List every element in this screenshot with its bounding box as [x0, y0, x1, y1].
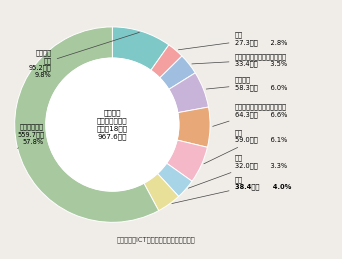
Circle shape: [46, 58, 179, 191]
Wedge shape: [151, 45, 182, 78]
Wedge shape: [169, 73, 209, 113]
Text: 全産業の
名目国内生産額
（平成18年）
967.6兆円: 全産業の 名目国内生産額 （平成18年） 967.6兆円: [97, 109, 128, 140]
Text: 輸送機械
58.3兆円      6.0%: 輸送機械 58.3兆円 6.0%: [206, 76, 287, 91]
Text: 情報通信
産業
95.2兆円
9.8%: 情報通信 産業 95.2兆円 9.8%: [29, 32, 139, 78]
Wedge shape: [157, 163, 192, 196]
Text: その他の産業
559.7兆円
57.8%: その他の産業 559.7兆円 57.8%: [17, 124, 44, 148]
Text: 小売
32.0兆円      3.3%: 小売 32.0兆円 3.3%: [188, 155, 287, 188]
Wedge shape: [177, 107, 210, 147]
Text: （出典）「ICTの経済分析に関する調査」: （出典）「ICTの経済分析に関する調査」: [117, 237, 196, 243]
Wedge shape: [167, 140, 207, 181]
Wedge shape: [15, 27, 159, 222]
Text: 鉄鋼
27.3兆円      2.8%: 鉄鋼 27.3兆円 2.8%: [179, 32, 287, 50]
Text: 卸売
59.0兆円      6.1%: 卸売 59.0兆円 6.1%: [204, 129, 287, 164]
Text: 建設（除電気通信施設建設）
64.3兆円      6.6%: 建設（除電気通信施設建設） 64.3兆円 6.6%: [213, 104, 287, 126]
Text: 運輸
38.4兆円      4.0%: 運輸 38.4兆円 4.0%: [172, 176, 291, 204]
Wedge shape: [144, 174, 179, 211]
Text: 電気機械（除情報通信機器）
33.4兆円      3.5%: 電気機械（除情報通信機器） 33.4兆円 3.5%: [192, 53, 287, 67]
Wedge shape: [160, 56, 195, 89]
Wedge shape: [113, 27, 169, 70]
